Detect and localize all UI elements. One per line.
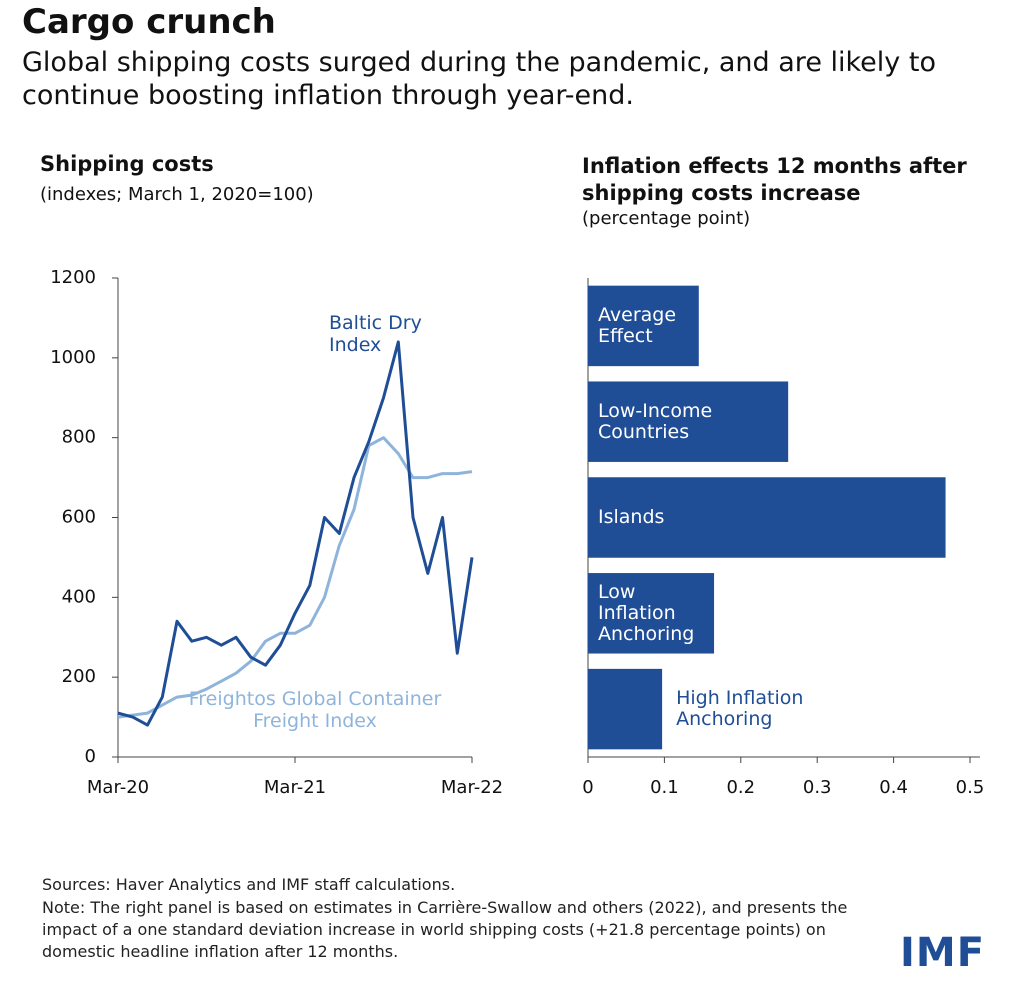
bar	[588, 285, 699, 367]
sources: Sources: Haver Analytics and IMF staff c…	[42, 875, 456, 894]
bar-label: High Inflation Anchoring	[676, 687, 804, 731]
bar-label: Low Inflation Anchoring	[598, 580, 695, 645]
logo: IMF	[900, 930, 986, 976]
y-tick-label: 800	[62, 427, 96, 448]
y-tick-label: 200	[62, 666, 96, 687]
y-tick-label: 1200	[50, 267, 96, 288]
x-tick-label: 0.5	[956, 777, 985, 798]
x-tick-label: 0.1	[650, 777, 679, 798]
panel-title: Inflation effects 12 months after shippi…	[582, 154, 967, 205]
x-tick-label: Mar-22	[441, 777, 503, 798]
x-tick-label: 0.4	[879, 777, 908, 798]
title: Cargo crunch	[22, 2, 276, 42]
series-label: Baltic Dry Index	[329, 312, 422, 356]
x-tick-label: Mar-21	[264, 777, 326, 798]
bar-label: Islands	[598, 506, 665, 528]
series-line	[117, 340, 474, 727]
panel-title: Shipping costs	[40, 152, 214, 176]
y-tick-label: 400	[62, 586, 96, 607]
x-tick-label: Mar-20	[87, 777, 149, 798]
series-line	[117, 436, 473, 719]
bar	[588, 573, 715, 654]
panel-subtitle: (percentage point)	[582, 208, 751, 229]
bar-label: Average Effect	[598, 303, 677, 347]
y-tick-label: 1000	[50, 347, 96, 368]
bar	[588, 668, 663, 750]
y-tick-label: 0	[85, 746, 96, 767]
note: Note: The right panel is based on estima…	[42, 898, 848, 961]
x-tick-label: 0.3	[803, 777, 832, 798]
bar	[588, 477, 946, 558]
y-tick-label: 600	[62, 507, 96, 528]
x-tick-label: 0.2	[726, 777, 755, 798]
bar-label: Low-Income Countries	[598, 399, 713, 443]
bar	[588, 381, 789, 462]
series-label: Freightos Global Container Freight Index	[188, 688, 442, 732]
subtitle: Global shipping costs surged during the …	[22, 47, 936, 111]
panel-subtitle: (indexes; March 1, 2020=100)	[40, 184, 314, 205]
x-tick-label: 0	[582, 777, 593, 798]
